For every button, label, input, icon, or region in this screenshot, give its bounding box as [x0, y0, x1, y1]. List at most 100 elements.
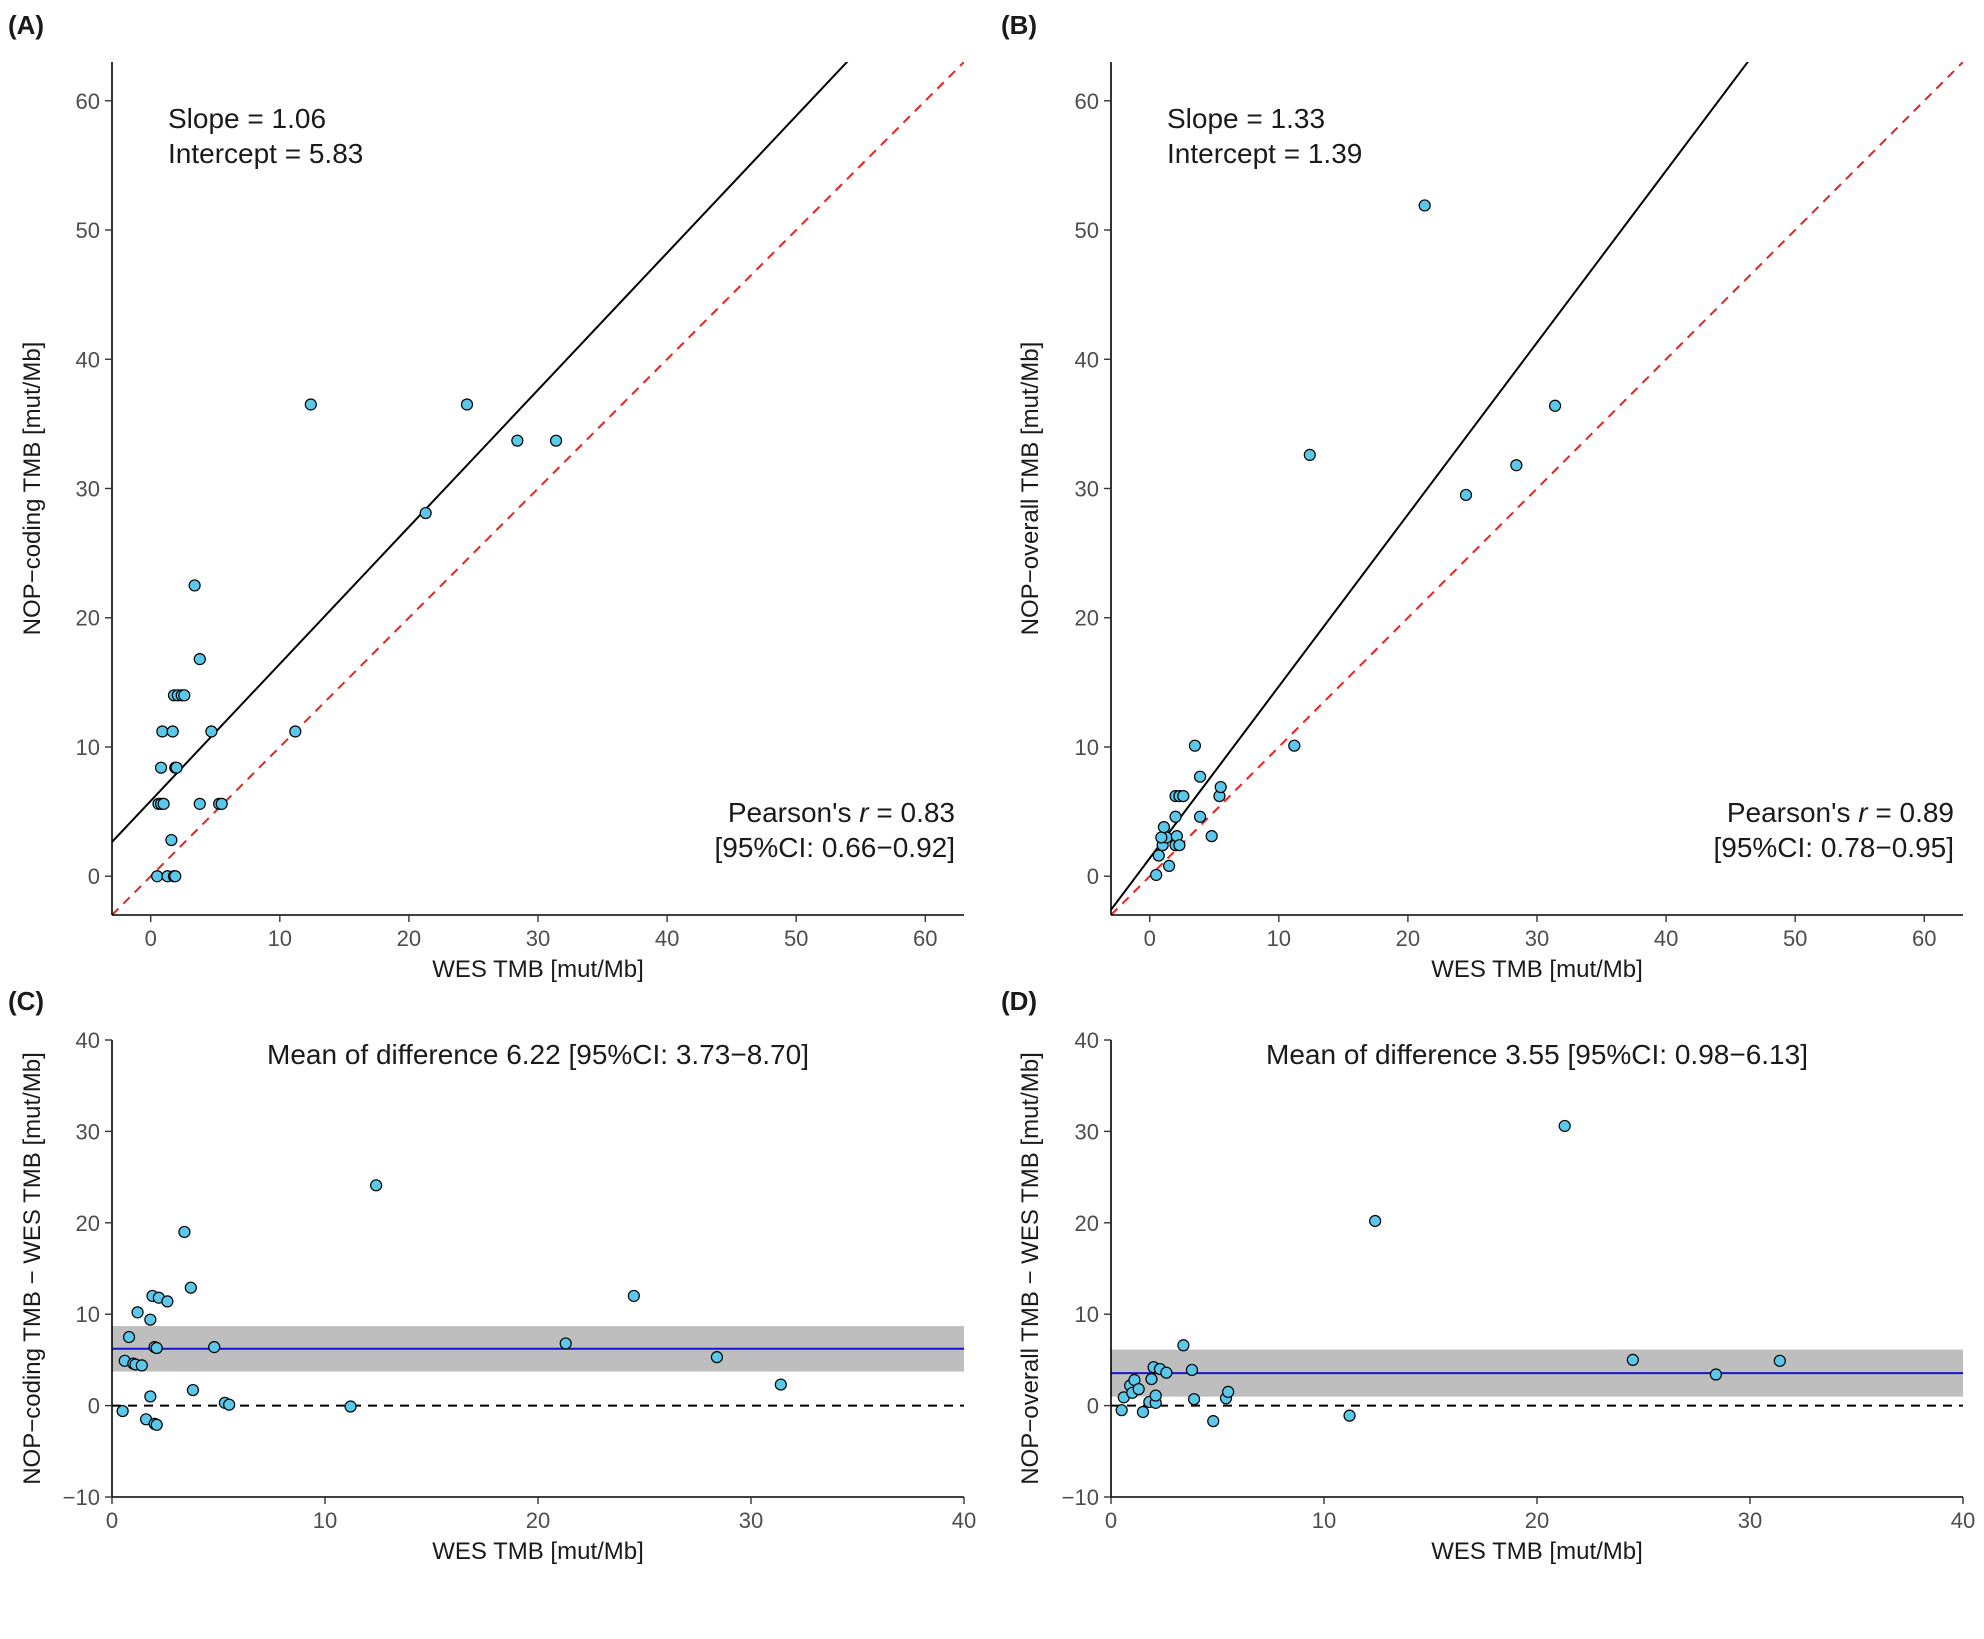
y-tick-label: 0: [88, 864, 100, 889]
data-point: [1207, 1415, 1220, 1428]
x-axis-title: WES TMB [mut/Mb]: [1431, 1538, 1643, 1565]
x-axis-title: WES TMB [mut/Mb]: [432, 956, 644, 983]
x-tick-label: 30: [739, 1508, 763, 1533]
data-point: [1510, 459, 1523, 472]
data-point: [1709, 1368, 1723, 1381]
data-point: [151, 870, 164, 883]
panel-letter: (C): [8, 986, 44, 1016]
x-tick-label: 30: [526, 926, 550, 951]
y-axis-title: NOP−coding TMB [mut/Mb]: [19, 342, 46, 636]
data-point: [511, 434, 524, 447]
panel-b: 0 10 20 30 40 50 60 0 10 20 30 40 50 60 WES TMB [mut/M…: [1001, 10, 1963, 983]
x-tick-label: 10: [268, 926, 292, 951]
data-point: [419, 506, 432, 520]
plot-area: [112, 1179, 964, 1431]
regression-line: [112, 62, 849, 843]
x-tick-label: 10: [313, 1508, 337, 1533]
x-tick-label: 10: [1267, 926, 1291, 951]
x-tick-label: 60: [1912, 926, 1936, 951]
data-point: [156, 725, 169, 738]
y-tick-label: 0: [88, 1394, 100, 1419]
panel-a: 0 10 20 30 40 50 60 0 10 20 30 40 50 60 WES TMB [mut/M…: [8, 10, 964, 983]
data-point: [1145, 1372, 1158, 1386]
data-point: [370, 1179, 383, 1192]
x-tick-label: 10: [1312, 1508, 1336, 1533]
y-tick-label: 0: [1087, 1394, 1099, 1419]
y-tick-label: 30: [1075, 1119, 1099, 1144]
data-point: [1169, 810, 1182, 823]
y-tick-label: 10: [1075, 1302, 1099, 1327]
y-axis-title: NOP−overall TMB [mut/Mb]: [1017, 342, 1044, 636]
mean-difference-annotation: Mean of difference 3.55 [95%CI: 0.98−6.1…: [1266, 1039, 1808, 1070]
data-point: [1459, 488, 1473, 502]
y-axis-title: NOP−overall TMB − WES TMB [mut/Mb]: [1017, 1052, 1044, 1485]
data-point: [1558, 1119, 1571, 1133]
x-tick-label: 30: [1525, 926, 1549, 951]
y-tick-label: 20: [1075, 606, 1099, 631]
y-tick-label: −10: [1062, 1485, 1099, 1510]
data-point: [178, 1225, 191, 1239]
y-tick-label: 20: [1075, 1211, 1099, 1236]
data-point: [344, 1400, 357, 1413]
data-point: [1160, 1366, 1173, 1379]
y-tick-label: 10: [1075, 735, 1099, 760]
x-tick-label: 20: [1396, 926, 1420, 951]
data-point: [1177, 1339, 1190, 1352]
data-point: [1626, 1353, 1639, 1367]
data-point: [150, 1341, 163, 1355]
data-point: [1136, 1405, 1150, 1419]
data-point: [460, 398, 474, 411]
data-point: [549, 434, 563, 447]
plot-area: [1111, 62, 1963, 915]
x-tick-label: 40: [952, 1508, 976, 1533]
data-point: [193, 797, 206, 810]
data-point: [186, 1383, 200, 1397]
data-point: [150, 1418, 163, 1431]
data-point: [205, 725, 218, 738]
data-point: [144, 1313, 157, 1326]
data-point: [215, 797, 228, 810]
data-point: [223, 1398, 236, 1411]
x-axis-title: WES TMB [mut/Mb]: [1431, 956, 1643, 983]
data-point: [289, 725, 302, 738]
x-tick-label: 40: [1654, 926, 1678, 951]
x-tick-label: 20: [526, 1508, 550, 1533]
data-point: [710, 1351, 724, 1364]
intercept-annotation: Intercept = 5.83: [168, 138, 363, 169]
slope-annotation: Slope = 1.06: [168, 103, 326, 134]
data-point: [161, 1295, 174, 1308]
data-point: [1193, 770, 1207, 783]
data-point: [154, 761, 168, 774]
data-point: [193, 652, 206, 666]
x-tick-label: 40: [1951, 1508, 1975, 1533]
data-point: [184, 1281, 197, 1294]
x-tick-label: 0: [1144, 926, 1156, 951]
data-point: [774, 1378, 787, 1391]
intercept-annotation: Intercept = 1.39: [1167, 138, 1362, 169]
x-tick-label: 50: [784, 926, 808, 951]
x-tick-label: 40: [655, 926, 679, 951]
regression-line: [1111, 62, 1749, 911]
data-point: [1773, 1354, 1786, 1367]
panel-letter: (A): [8, 10, 44, 40]
data-point: [1548, 399, 1562, 412]
data-point: [1303, 448, 1316, 461]
data-point: [1187, 1393, 1201, 1406]
y-tick-label: 40: [76, 347, 100, 372]
data-point: [1173, 839, 1186, 852]
x-tick-label: 60: [913, 926, 937, 951]
data-point: [1205, 830, 1218, 843]
data-point: [116, 1404, 129, 1418]
data-point: [131, 1306, 144, 1319]
x-tick-label: 30: [1738, 1508, 1762, 1533]
y-tick-label: 60: [76, 89, 100, 114]
ci-annotation: [95%CI: 0.66−0.92]: [714, 832, 955, 863]
identity-line: [112, 62, 964, 915]
data-point: [1222, 1385, 1235, 1398]
data-point: [1288, 739, 1301, 752]
y-tick-label: 30: [76, 477, 100, 502]
data-point: [122, 1330, 136, 1344]
data-point: [1177, 789, 1190, 803]
